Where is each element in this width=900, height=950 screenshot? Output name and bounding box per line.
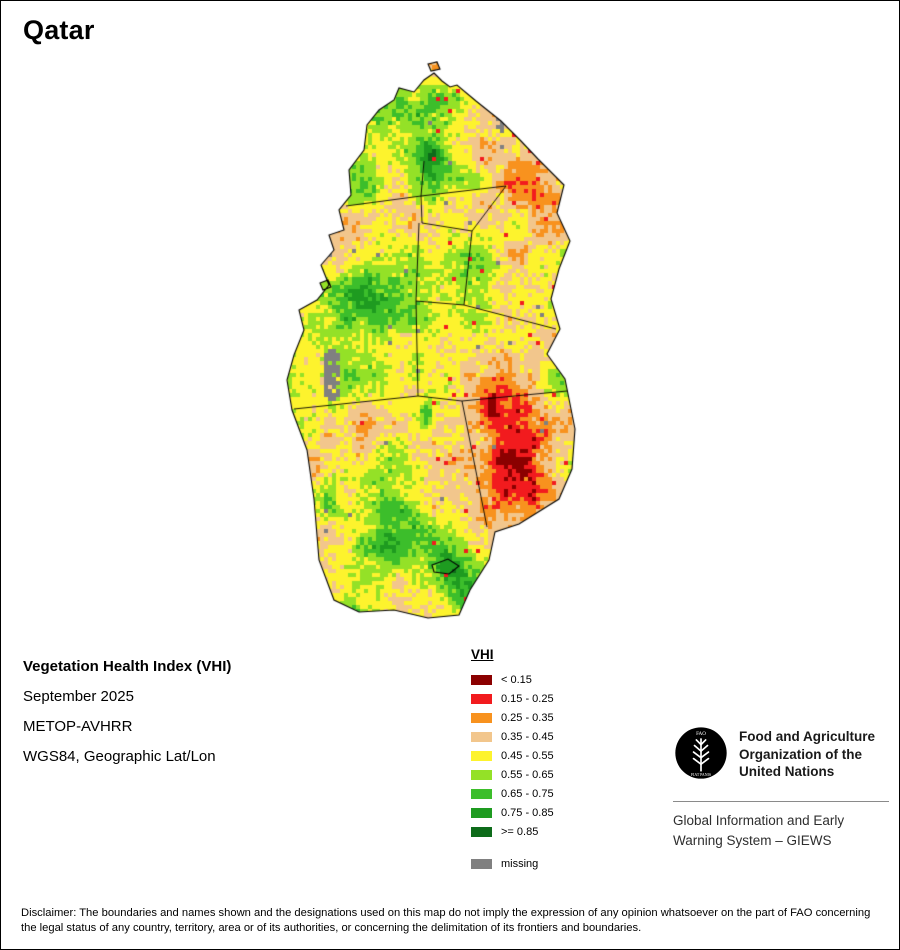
legend-row: 0.45 - 0.55 bbox=[471, 746, 554, 765]
product-date: September 2025 bbox=[23, 687, 134, 705]
legend-row: >= 0.85 bbox=[471, 822, 554, 841]
legend-row: missing bbox=[471, 854, 554, 873]
legend-swatch bbox=[471, 807, 492, 818]
legend-label: < 0.15 bbox=[501, 673, 532, 686]
legend-swatch bbox=[471, 693, 492, 704]
legend-row: 0.75 - 0.85 bbox=[471, 803, 554, 822]
legend-swatch bbox=[471, 750, 492, 761]
map-info-block: Vegetation Health Index (VHI) September … bbox=[23, 651, 231, 771]
fao-logo-icon: FAO FIAT PANIS bbox=[675, 727, 727, 779]
legend-row: < 0.15 bbox=[471, 670, 554, 689]
giews-line: Warning System – GIEWS bbox=[673, 833, 832, 848]
legend-label: >= 0.85 bbox=[501, 825, 539, 838]
projection-info: WGS84, Geographic Lat/Lon bbox=[23, 747, 216, 765]
legend-row: 0.55 - 0.65 bbox=[471, 765, 554, 784]
legend-swatch bbox=[471, 769, 492, 780]
legend-swatch bbox=[471, 858, 492, 869]
fao-divider bbox=[673, 801, 889, 802]
legend-label: 0.45 - 0.55 bbox=[501, 749, 554, 762]
legend-title: VHI bbox=[471, 647, 494, 662]
legend-swatch bbox=[471, 712, 492, 723]
legend-label: 0.65 - 0.75 bbox=[501, 787, 554, 800]
legend-swatch bbox=[471, 788, 492, 799]
fao-name-line: Organization of the bbox=[739, 746, 862, 762]
legend-label: missing bbox=[501, 857, 539, 870]
legend-label: 0.25 - 0.35 bbox=[501, 711, 554, 724]
disclaimer-text: Disclaimer: The boundaries and names sho… bbox=[21, 907, 871, 934]
svg-text:FAO: FAO bbox=[696, 731, 706, 737]
legend-label: 0.35 - 0.45 bbox=[501, 730, 554, 743]
giews-name: Global Information and Early Warning Sys… bbox=[673, 811, 844, 851]
fao-name-line: United Nations bbox=[739, 764, 835, 779]
legend-row: 0.65 - 0.75 bbox=[471, 784, 554, 803]
giews-line: Global Information and Early bbox=[673, 813, 845, 828]
fao-block: FAO FIAT PANIS Food and Agriculture Orga… bbox=[673, 725, 875, 781]
fao-name: Food and Agriculture Organization of the… bbox=[739, 725, 875, 781]
legend-swatch bbox=[471, 674, 492, 685]
fao-name-line: Food and Agriculture bbox=[739, 729, 875, 744]
vhi-legend: VHI < 0.15 0.15 - 0.25 0.25 - 0.35 0.35 - 0… bbox=[471, 647, 554, 873]
legend-row: 0.25 - 0.35 bbox=[471, 708, 554, 727]
legend-label: 0.15 - 0.25 bbox=[501, 692, 554, 705]
legend-label: 0.75 - 0.85 bbox=[501, 806, 554, 819]
legend-swatch bbox=[471, 826, 492, 837]
legend-row: 0.35 - 0.45 bbox=[471, 727, 554, 746]
legend-label: 0.55 - 0.65 bbox=[501, 768, 554, 781]
legend-rows: < 0.15 0.15 - 0.25 0.25 - 0.35 0.35 - 0.45 0… bbox=[471, 670, 554, 873]
page-title: Qatar bbox=[23, 15, 95, 45]
product-name: Vegetation Health Index (VHI) bbox=[23, 657, 232, 675]
svg-text:FIAT PANIS: FIAT PANIS bbox=[691, 773, 711, 777]
qatar-vhi-map-canvas bbox=[276, 61, 586, 627]
sensor-name: METOP-AVHRR bbox=[23, 717, 133, 735]
legend-swatch bbox=[471, 731, 492, 742]
legend-row: 0.15 - 0.25 bbox=[471, 689, 554, 708]
